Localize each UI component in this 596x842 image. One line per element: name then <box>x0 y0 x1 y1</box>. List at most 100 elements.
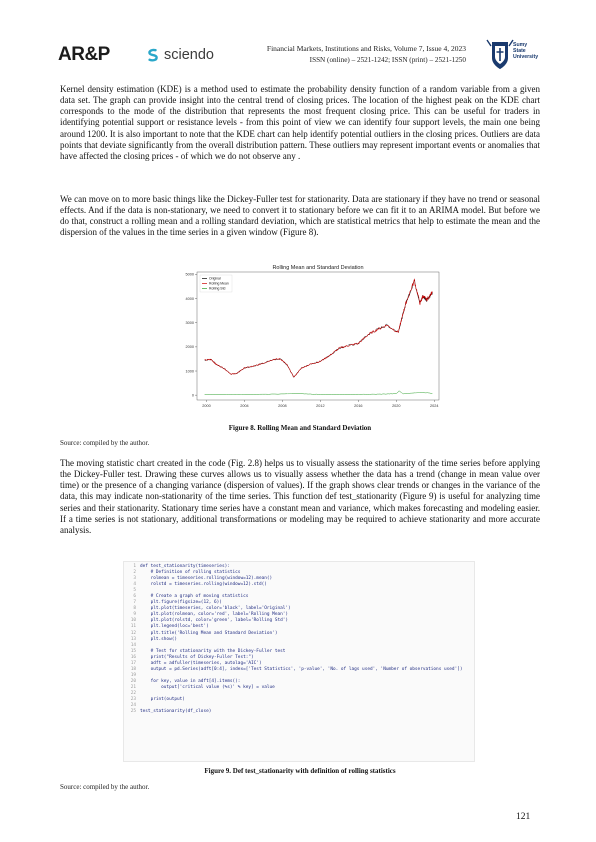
code-line-number: 8 <box>133 606 136 612</box>
code-line-number: 10 <box>130 618 136 624</box>
page-header: AR&P sciendo Financial Markets, Institut… <box>0 0 596 75</box>
figure-9-source: Source: compiled by the author. <box>60 783 150 791</box>
code-line-number: 17 <box>130 660 136 666</box>
code-line-number: 9 <box>133 612 136 618</box>
sciendo-wordmark: sciendo <box>164 47 214 63</box>
code-line-number: 20 <box>130 678 136 684</box>
code-line-number: 16 <box>130 654 136 660</box>
code-line-number: 5 <box>133 588 136 594</box>
code-line-number: 2 <box>133 570 136 576</box>
code-line-text: test_stationarity(df_close) <box>140 709 212 715</box>
code-line: 12 plt.title('Rolling Mean and Standard … <box>124 631 474 637</box>
code-line-text: print("Results of Dickey-Fuller Test:") <box>140 654 254 660</box>
code-line-text: output['critical value (%s)' % key] = va… <box>140 684 275 690</box>
code-line: 3 rolmean = timeseries.rolling(window=12… <box>124 576 474 582</box>
university-name: Sumy State University <box>513 42 539 61</box>
code-line-text: plt.plot(rolstd, color='green', label='R… <box>140 618 289 624</box>
code-line-text: print(output) <box>140 697 185 703</box>
journal-issn: ISSN (online) – 2521-1242; ISSN (print) … <box>309 55 466 64</box>
paragraph-moving-statistic: The moving statistic chart created in th… <box>60 458 540 535</box>
plot-area <box>196 271 440 401</box>
chart-legend-box <box>199 274 233 293</box>
code-line-number: 19 <box>130 672 136 678</box>
code-line-number: 6 <box>133 594 136 600</box>
y-tick-label: 3000 <box>186 321 194 325</box>
code-line-number: 21 <box>130 684 136 690</box>
code-line-number: 3 <box>133 576 136 582</box>
code-line-text: def test_stationarity(timeseries): <box>140 564 230 569</box>
code-line-text: for key, value in adft[4].items(): <box>140 678 241 684</box>
code-line: 21 output['critical value (%s)' % key] =… <box>124 685 474 691</box>
x-tick-label: 2012 <box>316 404 324 408</box>
code-line-text: # Definition of rolling statistics <box>140 570 241 576</box>
code-line: 24 <box>124 703 474 709</box>
code-line: 13 plt.show() <box>124 637 474 643</box>
legend-label: Original <box>209 277 221 281</box>
paragraph-dickey-fuller: We can move on to more basic things like… <box>60 194 540 238</box>
code-line-text: plt.legend(loc='best') <box>140 624 209 630</box>
y-tick-label: 4000 <box>186 297 194 301</box>
y-tick-label: 5000 <box>186 273 194 277</box>
y-tick-label: 0 <box>192 393 194 397</box>
arp-logo: AR&P <box>58 44 110 65</box>
code-line-number: 4 <box>133 582 136 588</box>
legend-label: Rolling Std <box>209 287 226 291</box>
x-tick-label: 2004 <box>240 404 248 408</box>
code-line-number: 25 <box>130 709 136 715</box>
code-line: 16 print("Results of Dickey-Fuller Test:… <box>124 655 474 661</box>
code-line: 15 # Test for stationarity with the Dick… <box>124 649 474 655</box>
sciendo-logo: sciendo <box>146 47 214 63</box>
code-line: 6 # Create a graph of moving statistics <box>124 594 474 600</box>
code-line: 25 test_stationarity(df_close) <box>124 709 474 715</box>
code-line: 14 <box>124 643 474 649</box>
code-line-text: rolstd = timeseries.rolling(window=12).s… <box>140 582 267 588</box>
y-tick-label: 2000 <box>186 345 194 349</box>
code-line: 17 adft = adfuller(timeseries, autolag='… <box>124 661 474 667</box>
x-tick-label: 2008 <box>278 404 286 408</box>
figure-8-caption: Figure 8. Rolling Mean and Standard Devi… <box>228 424 372 432</box>
code-line: 18 output = pd.Series(adft[0:4], index=[… <box>124 667 474 673</box>
code-line-number: 11 <box>130 624 136 630</box>
code-line: 2 # Definition of rolling statistics <box>124 570 474 576</box>
figure-9-caption: Figure 9. Def test_stationarity with def… <box>204 767 396 775</box>
journal-title: Financial Markets, Institutions and Risk… <box>266 44 466 53</box>
code-line-number: 1 <box>133 564 136 569</box>
page-number: 121 <box>516 812 531 822</box>
journal-info: Financial Markets, Institutions and Risk… <box>236 44 466 65</box>
code-line-text: adft = adfuller(timeseries, autolag='AIC… <box>140 660 262 666</box>
code-line-text: plt.show() <box>140 636 178 642</box>
series-line-rolling-mean <box>204 278 433 378</box>
code-line-number: 12 <box>130 630 136 636</box>
code-line: 11 plt.legend(loc='best') <box>124 624 474 630</box>
code-line-number: 14 <box>130 642 136 648</box>
code-line: 4 rolstd = timeseries.rolling(window=12)… <box>124 582 474 588</box>
code-line: 19 <box>124 673 474 679</box>
code-line-number: 23 <box>130 697 136 703</box>
code-line: 5 <box>124 588 474 594</box>
code-line-text: # Create a graph of moving statistics <box>140 594 249 600</box>
code-line-number: 18 <box>130 666 136 672</box>
code-line-text: plt.plot(timeseries, color='black', labe… <box>140 606 291 612</box>
code-line-number: 24 <box>130 703 136 709</box>
paragraph-kde: Kernel density estimation (KDE) is a met… <box>60 84 540 161</box>
code-line: 22 <box>124 691 474 697</box>
figure-8-source: Source: compiled by the author. <box>60 439 150 447</box>
x-tick-label: 2020 <box>392 404 400 408</box>
code-line: 8 plt.plot(timeseries, color='black', la… <box>124 606 474 612</box>
code-line-number: 15 <box>130 648 136 654</box>
code-line-text: plt.plot(rolmean, color='red', label='Ro… <box>140 612 289 618</box>
code-line: 7 plt.figure(figsize=(12, 6)) <box>124 600 474 606</box>
code-line: 10 plt.plot(rolstd, color='green', label… <box>124 618 474 624</box>
chart-title: Rolling Mean and Standard Deviation <box>272 265 363 271</box>
series-line-rolling-std <box>204 390 433 395</box>
rolling-stats-chart: Rolling Mean and Standard Deviation 2000 2… <box>186 265 440 408</box>
code-line-number: 7 <box>133 600 136 606</box>
sciendo-mark-icon <box>148 48 158 62</box>
x-tick-label: 2000 <box>202 404 210 408</box>
code-line: 23 print(output) <box>124 697 474 703</box>
code-line: 20 for key, value in adft[4].items(): <box>124 679 474 685</box>
code-line-number: 13 <box>130 636 136 642</box>
x-tick-label: 2024 <box>430 404 438 408</box>
code-line-text: plt.figure(figsize=(12, 6)) <box>140 600 222 606</box>
code-line: 9 plt.plot(rolmean, color='red', label='… <box>124 612 474 618</box>
